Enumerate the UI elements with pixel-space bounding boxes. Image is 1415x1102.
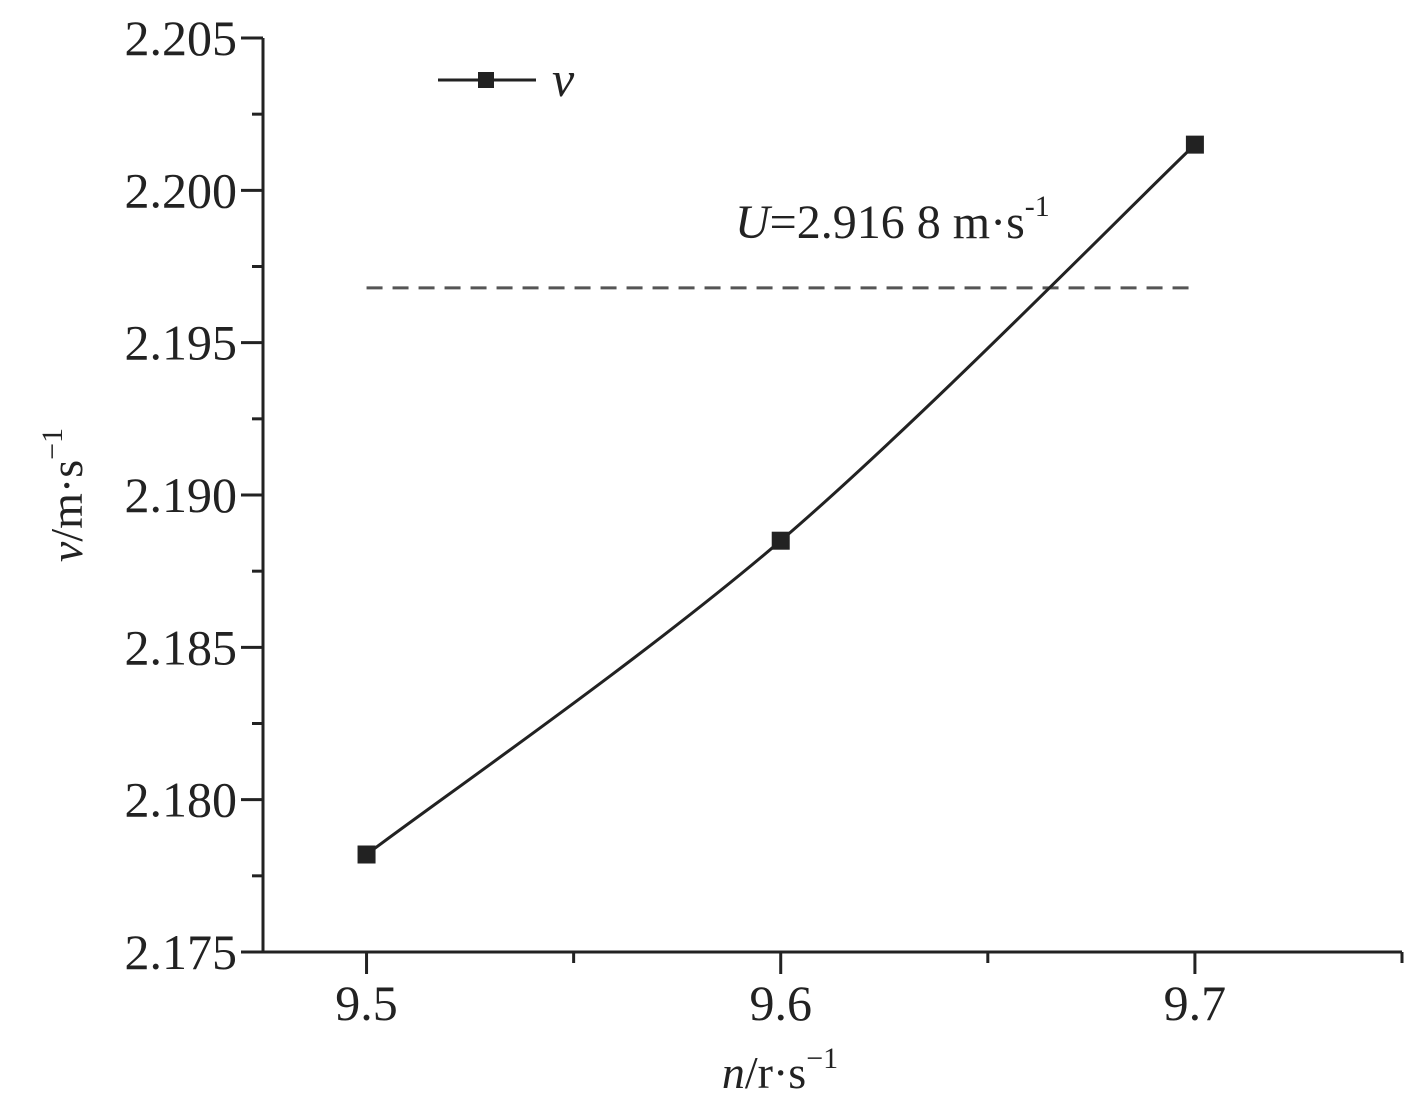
data-point-marker xyxy=(771,531,790,550)
annotation-value: =2.916 8 m·s xyxy=(770,196,1025,249)
y-tick-label: 2.180 xyxy=(125,772,238,828)
series-group xyxy=(357,135,1204,864)
x-tick-label: 9.6 xyxy=(749,975,812,1031)
x-tick-label: 9.5 xyxy=(335,975,398,1031)
y-tick-label: 2.185 xyxy=(125,619,238,675)
series-line-v xyxy=(365,143,1196,856)
y-tick-label: 2.200 xyxy=(125,162,238,218)
y-axis-title-exponent: −1 xyxy=(36,428,69,460)
y-tick-label: 2.190 xyxy=(125,467,238,523)
x-axis-title: n/r·s−1 xyxy=(722,1042,838,1098)
x-tick-label: 9.7 xyxy=(1164,975,1227,1031)
x-ticks: 9.5 9.6 9.7 xyxy=(335,952,1404,1031)
y-tick-label: 2.205 xyxy=(125,10,238,66)
legend-marker-sample xyxy=(478,72,494,88)
y-axis-title: v/m·s−1 xyxy=(36,428,92,562)
y-tick-label: 2.175 xyxy=(125,924,238,980)
legend-label: v xyxy=(552,51,575,107)
x-axis-title-var: n xyxy=(722,1047,745,1098)
annotation-var: U xyxy=(735,196,773,249)
y-tick-label: 2.195 xyxy=(125,315,238,371)
annotation-exponent: -1 xyxy=(1025,190,1050,223)
reference-annotation: U=2.916 8 m·s-1 xyxy=(735,190,1050,249)
data-point-marker xyxy=(1185,135,1204,154)
y-axis-title-var: v xyxy=(41,541,92,562)
x-axis-title-unit: /r·s xyxy=(745,1047,806,1098)
data-point-marker xyxy=(357,845,376,864)
legend: v xyxy=(438,51,575,107)
y-axis-title-unit: /m·s xyxy=(41,460,92,542)
x-axis-title-exponent: −1 xyxy=(806,1042,838,1075)
y-ticks: 2.175 2.180 2.185 2.190 2.195 2.200 2.205 xyxy=(125,10,263,980)
